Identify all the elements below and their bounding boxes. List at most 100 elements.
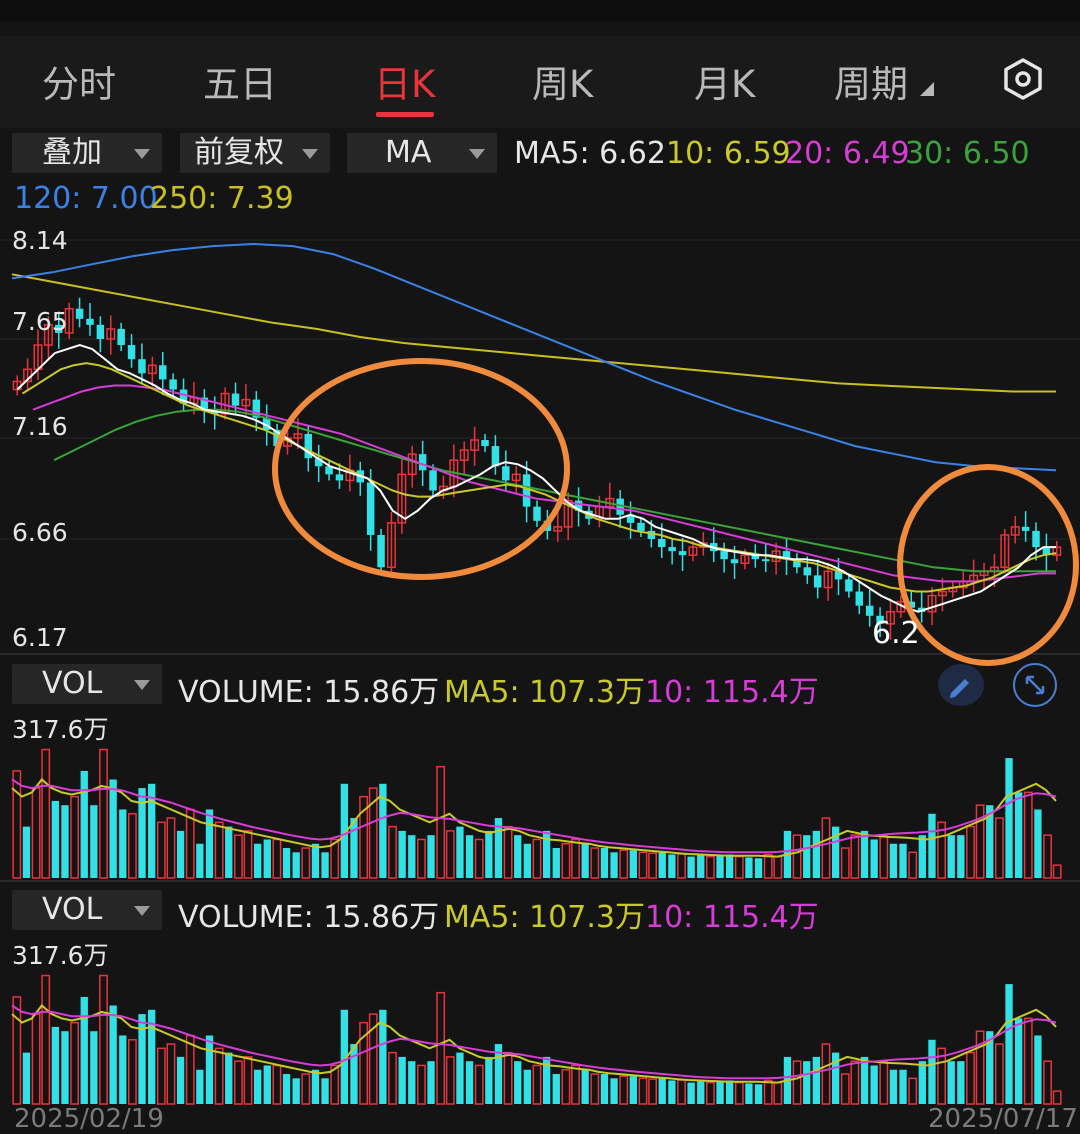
volume-ma5-line [11,778,1057,858]
candle-body [325,466,333,475]
volume-bar [1052,864,1062,879]
expand-icon[interactable] [1013,663,1057,707]
candle-body [845,579,853,592]
candle-body [429,470,437,491]
volume-bar [456,1052,464,1104]
tab-intraday[interactable]: 分时 [42,63,116,106]
volume-bar [600,848,609,878]
volume-bar [687,1082,695,1104]
volume-bar [705,855,715,879]
tab-monthly-k[interactable]: 月K [694,63,756,106]
pen-icon[interactable] [938,664,984,706]
candle-body [231,393,240,406]
volume-bar [233,1060,243,1105]
volume-bar [31,1013,41,1105]
tab-daily-k[interactable]: 日K [374,63,436,106]
volume-bar [474,1064,484,1105]
adjust-label: 前复权 [194,135,284,170]
candle-body [803,567,812,576]
candle-body [314,458,323,467]
candle-body [64,307,74,334]
candle-body [637,522,645,531]
volume-bar [156,821,166,879]
volume-bar [668,854,676,878]
volume-ma10: 10: 115.4万 [645,900,819,935]
volume-bar [272,838,282,879]
candle-body [678,551,687,556]
volume-bar [368,787,378,879]
volume-bar [214,821,224,879]
hexagon-settings-icon[interactable] [1002,58,1044,100]
tab-period[interactable]: 周期 [834,63,908,106]
volume-bar [1034,809,1042,878]
volume-bar [301,1073,311,1105]
volume-bar [485,1056,493,1104]
volume-bar [119,1035,127,1104]
candle-body [1052,546,1062,556]
volume-bar [792,834,802,879]
volume-bar [243,830,253,879]
volume-bar [1034,1035,1042,1104]
volume-bar [840,1073,850,1105]
volume-bar [225,1052,233,1104]
volume-bar [1043,834,1052,879]
candle-body [823,570,833,589]
volume-bar [31,787,41,879]
volume-bar [494,1044,503,1104]
volume-bar [166,1043,176,1105]
volume-bar [427,1061,435,1104]
candle-body [491,446,500,467]
candle-body [1042,547,1051,556]
candle-body [86,318,94,325]
volume-bar [908,1077,918,1105]
volume-selector[interactable]: VOL [12,890,162,930]
volume-bar [879,1060,889,1105]
volume-bar [388,1051,397,1105]
tab-five-day[interactable]: 五日 [203,63,277,106]
volume-bar [763,1079,773,1105]
volume-bar [514,835,522,878]
volume-bar [590,1073,600,1105]
volume-bar [368,1013,378,1105]
volume-bar [22,826,31,878]
volume-bar [870,1065,878,1104]
tab-weekly-k[interactable]: 周K [532,63,594,106]
volume-bar [928,813,936,878]
volume-bar [687,856,695,878]
volume-bar [445,830,455,879]
low-price-marker: 6.2 [872,616,920,651]
candle-body [553,526,563,532]
candle-body [127,345,136,360]
candle-body [397,473,407,524]
volume-bar [465,1061,474,1104]
volume-bar [831,1052,840,1104]
volume-bar [986,1031,994,1104]
ma30-legend: 30: 6.50 [905,136,1030,171]
volume-bar [41,974,51,1105]
volume-bar [947,1061,955,1104]
candle-body [407,453,417,476]
adjust-selector[interactable]: 前复权 [180,133,330,173]
candle-body [626,514,635,523]
volume-bar [456,826,464,878]
indicator-selector[interactable]: MA [347,133,497,173]
ma20-legend: 20: 6.49 [785,136,910,171]
volume-bar [542,1056,551,1104]
volume-bar [763,853,773,879]
volume-bar [619,1075,629,1105]
volume-bar [176,830,185,878]
candle-body [793,559,801,568]
overlay-selector[interactable]: 叠加 [12,133,162,173]
status-bar [0,0,1080,22]
volume-bar [705,1081,715,1105]
y-tick-label: 6.17 [12,623,68,652]
volume-bar [899,843,907,878]
volume-bar [321,1078,329,1104]
candle-body [574,500,583,511]
volume-selector[interactable]: VOL [12,664,162,704]
volume-ma5: MA5: 107.3万 [444,675,646,710]
volume-bar [416,838,426,879]
volume-bar [792,1060,802,1105]
period-dropdown-icon [920,82,934,96]
